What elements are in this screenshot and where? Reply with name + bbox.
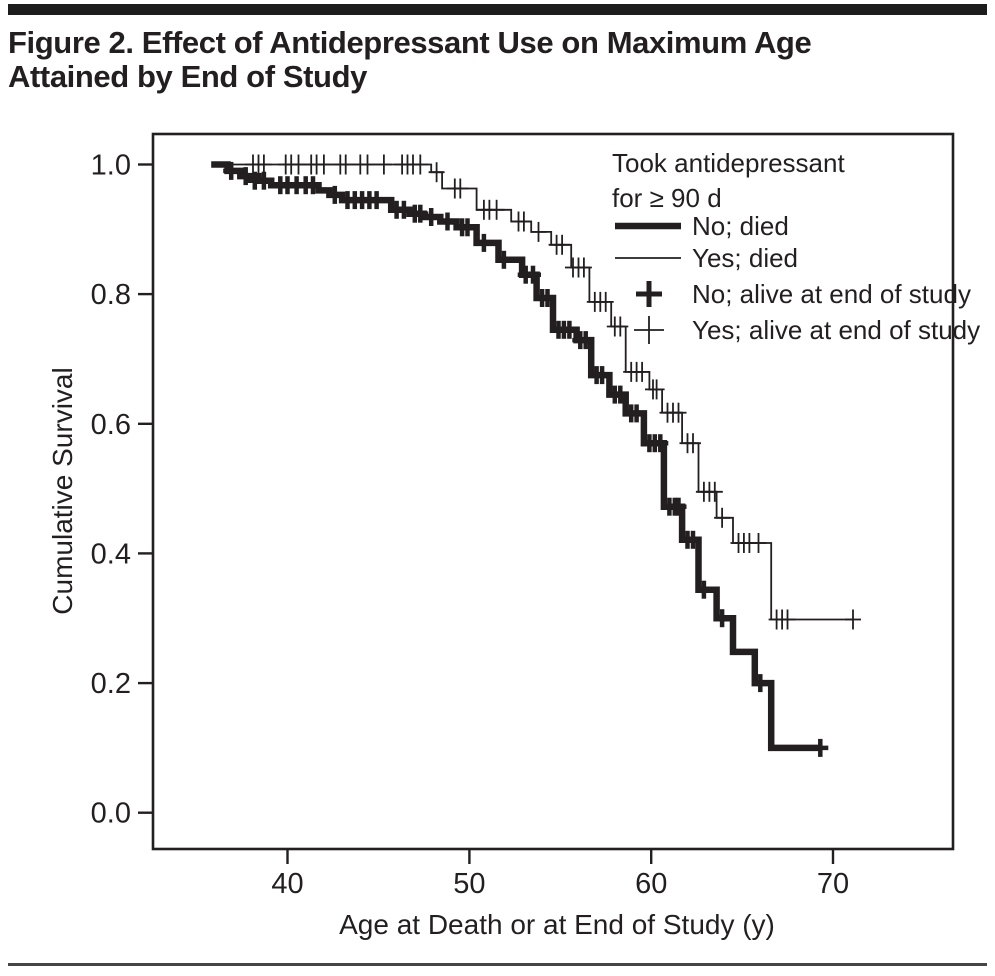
y-tick-label: 0.8 [91,279,131,311]
legend-label-no-died: No; died [692,211,789,241]
y-axis-title: Cumulative Survival [47,367,78,614]
legend-thick-plus-icon [636,281,662,307]
y-tick-label: 0.4 [91,538,131,570]
bottom-rule [8,963,987,966]
x-tick-label: 70 [817,868,849,900]
y-tick-label: 0.6 [91,409,131,441]
plot-frame [151,132,955,851]
y-tick-label: 1.0 [91,150,131,182]
legend-thin-plus-icon [634,316,664,344]
plot-area: 1.0 0.8 0.6 0.4 0.2 0.0 40 50 60 70 [91,150,861,900]
figure-title-line1: Figure 2. Effect of Antidepressant Use o… [8,25,812,60]
survival-curve-no [211,161,821,752]
legend-label-yes-alive: Yes; alive at end of study [692,315,980,345]
legend: Took antidepressant for ≥ 90 d No; died … [612,148,980,345]
legend-label-yes-died: Yes; died [692,243,798,273]
x-axis-title: Age at Death or at End of Study (y) [339,909,775,940]
top-rule [8,4,987,15]
legend-label-no-alive: No; alive at end of study [692,279,971,309]
figure-title: Figure 2. Effect of Antidepressant Use o… [8,26,978,94]
survival-curve-yes [229,163,853,621]
x-tick-label: 60 [635,868,667,900]
y-tick-label: 0.2 [91,668,131,700]
x-tick-label: 50 [453,868,485,900]
y-tick-label: 0.0 [91,798,131,830]
legend-title-line1: Took antidepressant [612,148,845,178]
legend-title-line2: for ≥ 90 d [612,183,722,213]
x-tick-label: 40 [271,868,303,900]
figure-title-line2: Attained by End of Study [8,59,367,94]
